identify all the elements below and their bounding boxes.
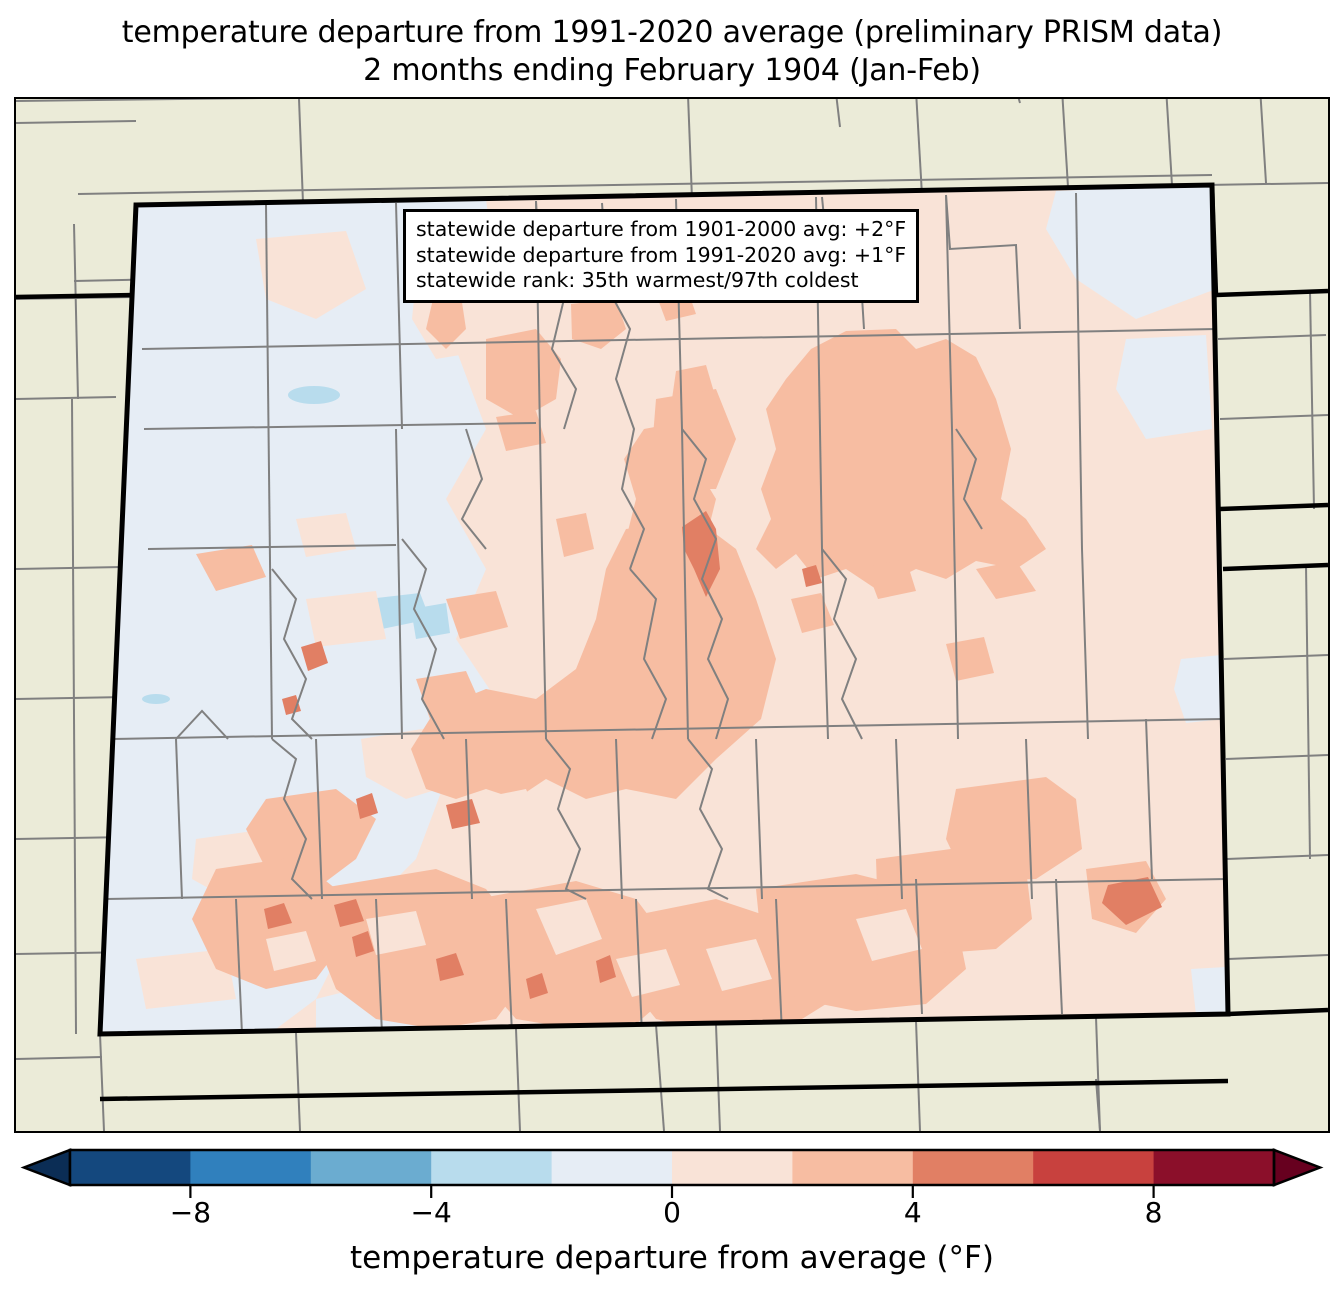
stat-departure-1901-2000: statewide departure from 1901-2000 avg: … <box>416 217 907 241</box>
colorbar-axis-label: temperature departure from average (°F) <box>350 1240 994 1276</box>
colorbar-tick-label: −4 <box>410 1196 452 1229</box>
statewide-stats-box: statewide departure from 1901-2000 avg: … <box>403 209 920 303</box>
stat-departure-1991-2020: statewide departure from 1991-2020 avg: … <box>416 242 907 267</box>
colorbar-tick-label: −8 <box>169 1196 212 1229</box>
colorbar-band <box>190 1150 312 1185</box>
map-panel: statewide departure from 1901-2000 avg: … <box>14 97 1330 1133</box>
colorbar-band <box>792 1150 914 1185</box>
colorbar-ticks <box>189 1185 1155 1198</box>
colorbar-band <box>310 1150 432 1185</box>
colorbar-tick-labels: −8 −4 0 4 8 <box>0 1196 1344 1238</box>
colorbar-band <box>1033 1150 1155 1185</box>
colorbar-bands <box>20 1148 1324 1187</box>
colorbar-tick-label: 8 <box>1144 1196 1163 1229</box>
chart-title: temperature departure from 1991-2020 ave… <box>0 0 1344 96</box>
colorbar-under-arrow <box>20 1148 72 1187</box>
colorbar-svg <box>20 1148 1324 1198</box>
title-line-primary: temperature departure from 1991-2020 ave… <box>121 15 1223 50</box>
colorbar-tick-label: 4 <box>903 1196 922 1229</box>
colorbar-band <box>551 1150 673 1185</box>
colorado-state-outline <box>97 182 1231 1037</box>
colorbar-band <box>1153 1150 1275 1185</box>
title-line-secondary: 2 months ending February 1904 (Jan-Feb) <box>363 53 981 88</box>
colorbar-over-arrow <box>1272 1148 1324 1187</box>
colorbar <box>0 1140 1344 1200</box>
colorbar-band <box>70 1150 191 1185</box>
colorbar-band <box>431 1150 553 1185</box>
colorbar-tick-label: 0 <box>663 1196 681 1229</box>
stat-statewide-rank: statewide rank: 35th warmest/97th coldes… <box>416 268 859 292</box>
colorbar-band <box>912 1150 1034 1185</box>
anomaly-field-layer <box>100 185 1228 1034</box>
colorbar-band <box>672 1150 793 1185</box>
